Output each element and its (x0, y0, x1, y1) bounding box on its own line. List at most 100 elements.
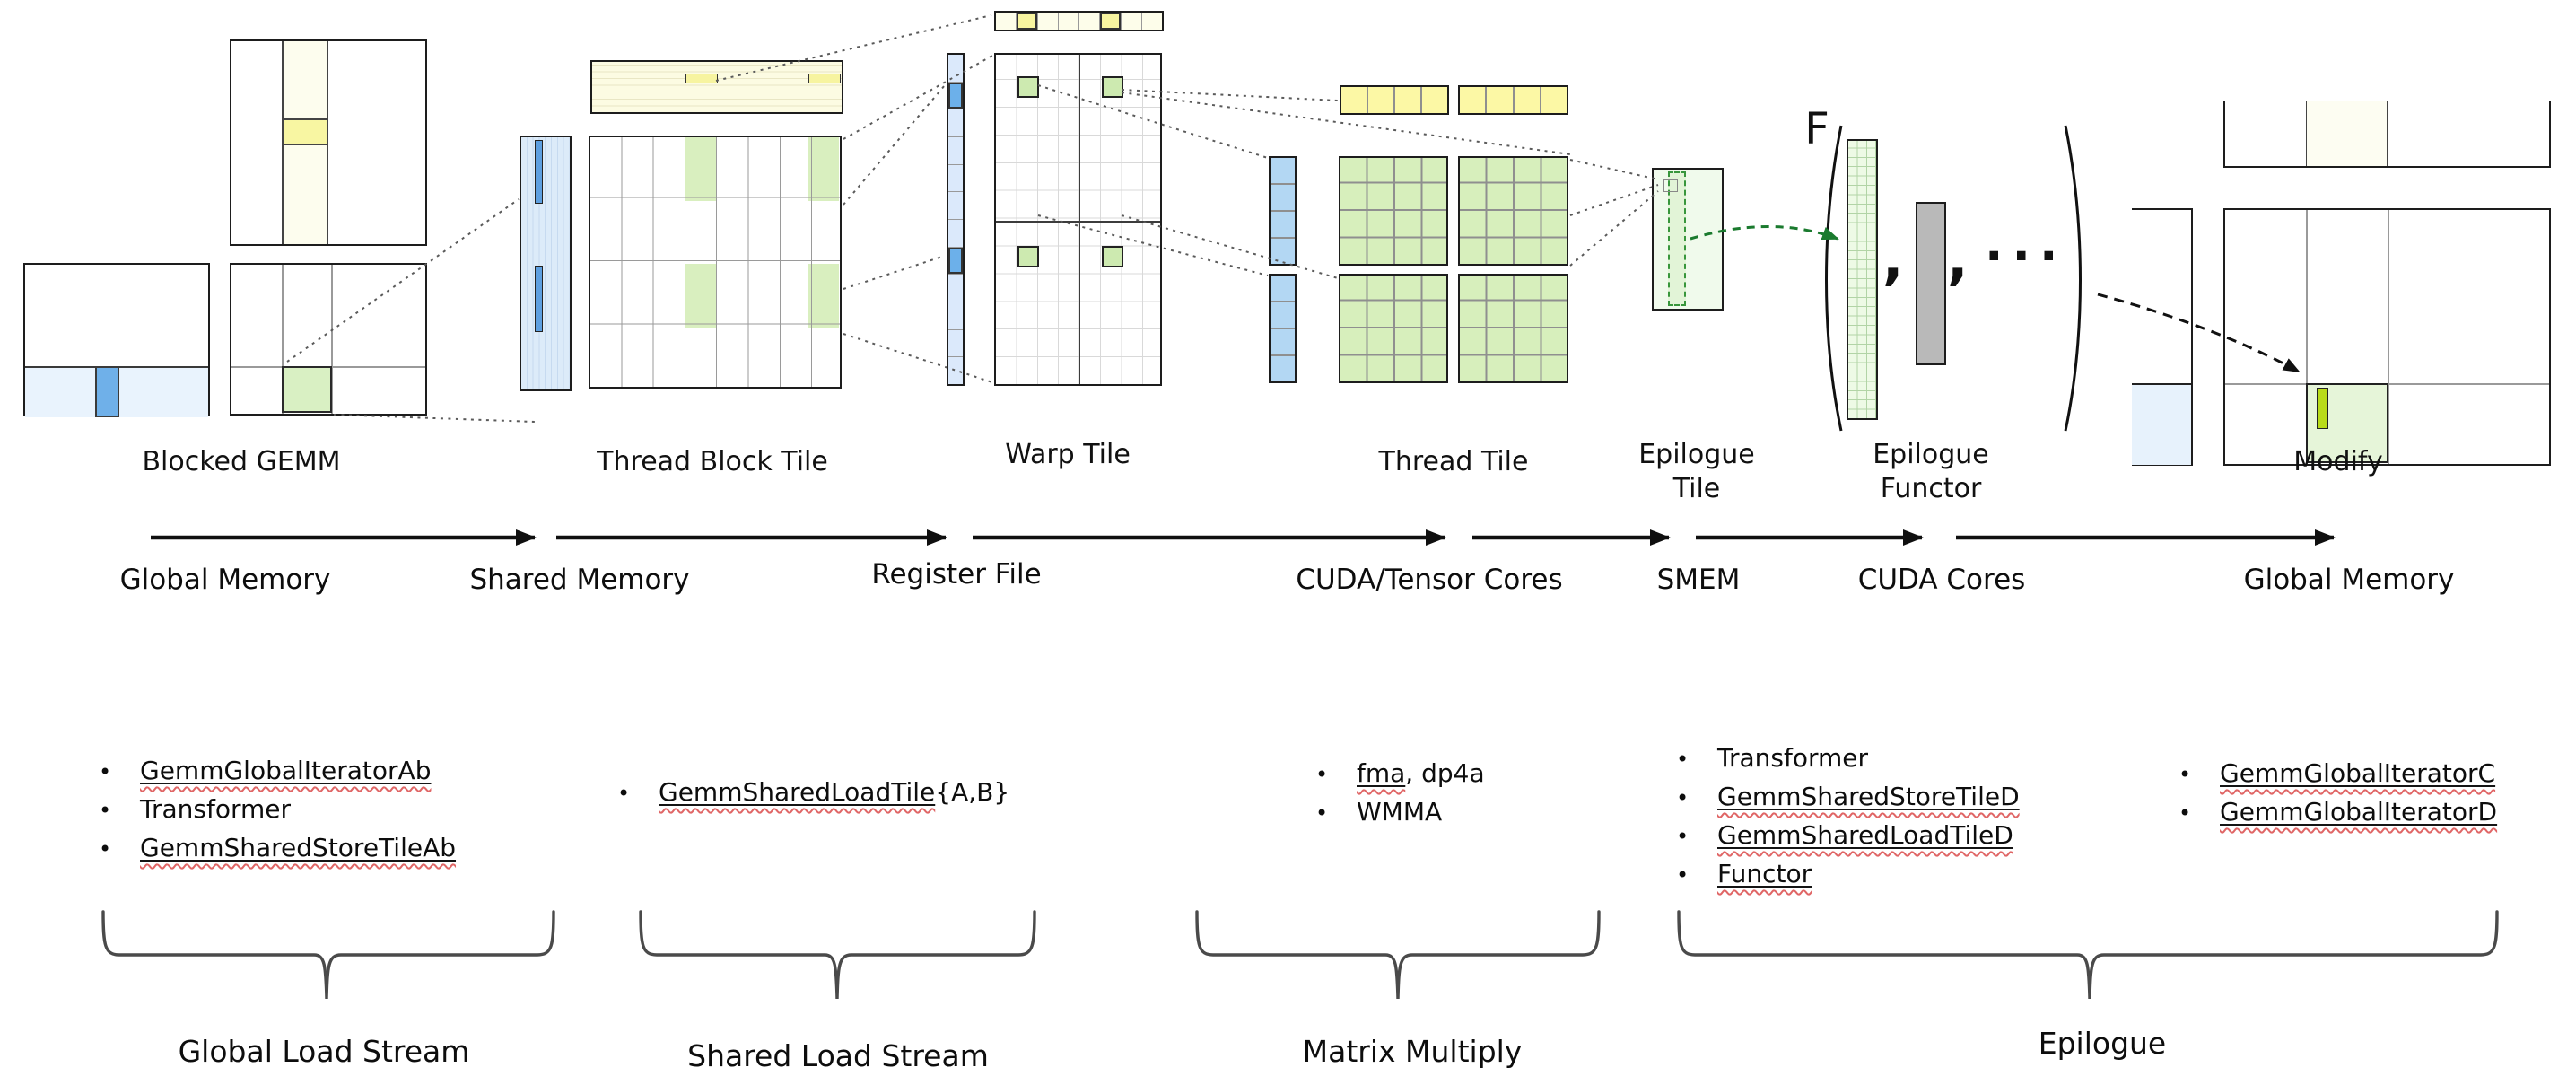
warp-b-fragment-strip (994, 11, 1164, 31)
bullet-icon: • (2179, 801, 2192, 826)
green-cell (807, 264, 839, 328)
stream-label-matrix-multiply: Matrix Multiply (1302, 1034, 1523, 1069)
green-cell (685, 137, 718, 201)
matrix-c-green-tile (282, 366, 332, 413)
cell (1341, 87, 1368, 113)
warp-green-square (1017, 76, 1039, 98)
quadrant-divider-vertical (1078, 55, 1080, 384)
cell (948, 55, 963, 83)
list-item: • Transformer (1676, 743, 1869, 773)
bullet-icon: • (1676, 785, 1690, 810)
stream-label-shared-load-stream: Shared Load Stream (687, 1038, 989, 1073)
bullet-icon: • (1315, 801, 1329, 826)
list-epilogue: • Transformer • GemmSharedStoreTileD • Gemm… (1676, 743, 2020, 897)
list-item: • fma, dp4a (1315, 758, 1485, 788)
list-item: • GemmGlobalIteratorAb (99, 756, 432, 785)
cell (1079, 13, 1101, 30)
cell (996, 13, 1017, 30)
matrix-b-yellow-block (282, 118, 328, 145)
list-item: • Functor (1676, 859, 1812, 888)
gridlines (1460, 158, 1567, 264)
cell (948, 164, 963, 193)
modify-matrix-top (2223, 101, 2551, 168)
blocked-gemm-matrix-b (230, 39, 427, 246)
thread-a-fragment-strip (1269, 274, 1297, 383)
functor-separator: , (1947, 226, 1969, 292)
memory-label-register-file: Register File (871, 558, 1042, 591)
list-item: • WMMA (1315, 797, 1443, 827)
cell (1141, 13, 1162, 30)
list-matrix-multiply: • fma, dp4a • WMMA (1315, 758, 1485, 836)
zoom-connector-lines (286, 14, 1659, 423)
cell (1271, 158, 1295, 185)
thread-b-fragment-strip (1340, 85, 1449, 115)
list-shared-load: • GemmSharedLoadTile {A,B} (617, 777, 1009, 816)
stage-label-epilogue-functor-line2: Functor (1880, 473, 1982, 504)
cell (1271, 212, 1295, 239)
list-item: • GemmSharedLoadTile {A,B} (617, 777, 1010, 807)
cell (1541, 87, 1567, 113)
memory-label-smem: SMEM (1656, 564, 1741, 596)
stage-label-thread-block-tile: Thread Block Tile (597, 446, 828, 477)
list-item: • GemmGlobalIteratorC (2179, 758, 2496, 788)
cell (1271, 185, 1295, 212)
stage-label-thread-tile: Thread Tile (1378, 446, 1529, 477)
modify-top-column-strip (2306, 101, 2388, 166)
memory-label-global-memory-left: Global Memory (119, 564, 331, 596)
warp-green-square (1102, 246, 1123, 267)
functor-separator: , (1882, 226, 1904, 292)
bullet-icon: • (1676, 824, 1690, 849)
cell (948, 247, 963, 276)
stage-label-epilogue-tile-line1: Epilogue (1638, 439, 1755, 470)
epilogue-tile-fragment-marker (1663, 179, 1678, 192)
bullet-icon: • (1676, 862, 1690, 888)
quadrant-divider-horizontal (996, 221, 1160, 223)
gridlines (996, 55, 1160, 384)
bullet-icon: • (99, 836, 112, 862)
bullet-icon: • (2179, 762, 2192, 787)
stream-label-epilogue: Epilogue (2038, 1026, 2167, 1061)
epilogue-tile-column-selection (1668, 171, 1686, 306)
gridlines (1460, 276, 1567, 381)
functor-symbol: F (1804, 104, 1829, 154)
memory-label-cuda-tensor-cores: CUDA/Tensor Cores (1296, 564, 1563, 596)
stage-label-epilogue-tile-line2: Tile (1672, 473, 1721, 504)
gridlines (1340, 158, 1446, 264)
cell (1271, 356, 1295, 381)
warp-green-square (1017, 246, 1039, 267)
bullet-icon: • (1315, 762, 1329, 787)
memory-label-global-memory-right: Global Memory (2243, 564, 2455, 596)
cell (948, 329, 963, 358)
functor-source-column-gray (1916, 202, 1946, 365)
thread-tile-accumulator-grid (1458, 156, 1568, 266)
cell (948, 275, 963, 303)
modify-left-blue-strip (2132, 383, 2191, 465)
shared-memory-fragment (535, 140, 543, 204)
b-strip-fragment (685, 74, 718, 83)
b-strip-fragment (808, 74, 841, 83)
functor-ellipsis: ... (1985, 215, 2067, 272)
warp-tile-grid (994, 53, 1162, 386)
thread-tile-accumulator-grid (1458, 274, 1568, 383)
cell (1368, 87, 1395, 113)
matrix-a-blue-block (95, 366, 119, 417)
gridlines (1340, 276, 1446, 381)
stream-label-global-load-stream: Global Load Stream (178, 1034, 470, 1069)
cell (1514, 87, 1541, 113)
thread-b-fragment-strip (1458, 85, 1568, 115)
list-item: • GemmSharedStoreTileD (1676, 782, 2020, 811)
gridlines (1848, 141, 1876, 418)
cell (1121, 13, 1142, 30)
cell (1100, 13, 1122, 30)
blocked-gemm-matrix-a (23, 263, 210, 417)
shared-memory-fragment (535, 266, 543, 332)
bullet-icon: • (99, 759, 112, 784)
thread-tile-accumulator-grid (1339, 156, 1448, 266)
cell (1271, 239, 1295, 264)
epilogue-tile (1652, 168, 1724, 311)
cell (1058, 13, 1079, 30)
cell (948, 109, 963, 138)
green-cell (685, 264, 718, 328)
list-item: • GemmGlobalIteratorD (2179, 797, 2498, 827)
cell (948, 82, 963, 110)
